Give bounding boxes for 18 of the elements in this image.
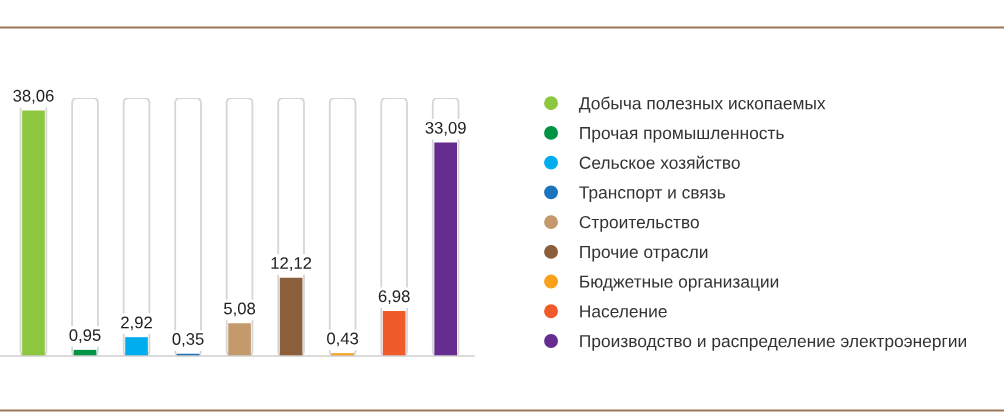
data-label: 6,98 [378,290,410,305]
data-label: 0,43 [327,332,359,347]
legend-label: Прочая промышленность [580,127,784,143]
data-label: 0,35 [172,333,204,347]
legend-label: Транспорт и связь [579,186,726,203]
legend-label: Добыча полезных ископаемых [578,96,826,113]
data-label: 0,95 [69,329,101,343]
data-label: 12,12 [271,257,312,271]
legend-label: Население [580,305,667,318]
legend-label: Производство и распределение электроэнергии [580,335,966,351]
legend-label: Бюджетные организации [580,275,779,292]
legend-label: Прочие отрасли [580,245,708,262]
data-label: 33,09 [425,121,466,136]
data-label: 38,06 [13,89,54,104]
legend-label: Строительство [579,216,699,232]
legend-label: Сельское хозяйство [579,155,740,169]
data-label: 5,08 [224,302,256,317]
data-label: 2,92 [121,316,152,331]
